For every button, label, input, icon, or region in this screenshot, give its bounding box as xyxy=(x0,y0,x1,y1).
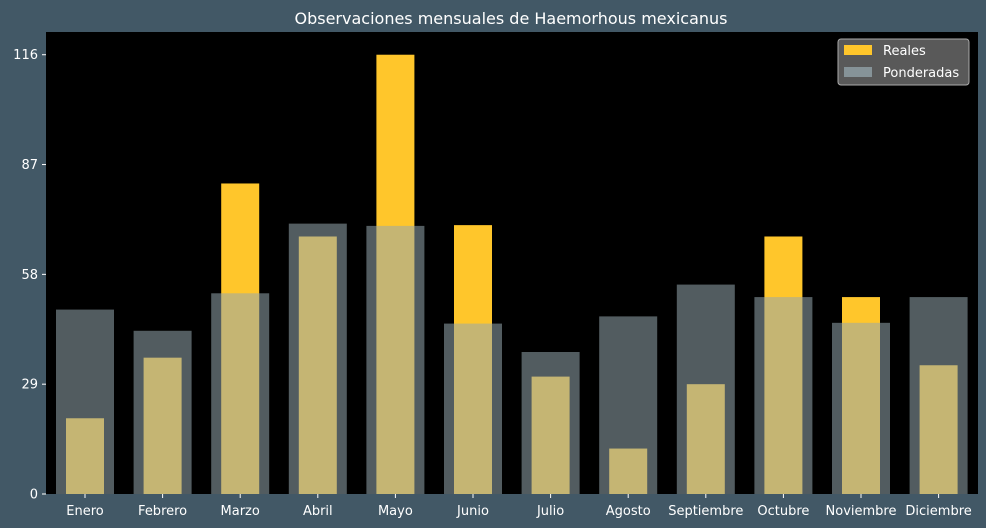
x-tick-label-junio: Junio xyxy=(456,504,489,519)
x-tick-label-febrero: Febrero xyxy=(138,504,187,519)
x-tick-label-diciembre: Diciembre xyxy=(905,504,971,519)
x-tick-label-julio: Julio xyxy=(536,504,564,519)
x-tick-label-noviembre: Noviembre xyxy=(826,504,897,519)
bar-ponderadas-julio xyxy=(521,351,580,494)
y-tick-label-0: 0 xyxy=(30,488,38,503)
bar-ponderadas-octubre xyxy=(754,297,813,494)
bar-ponderadas-abril xyxy=(288,223,347,494)
y-tick-label-58: 58 xyxy=(21,268,38,283)
bar-ponderadas-enero xyxy=(56,309,114,494)
legend-label-ponderadas: Ponderadas xyxy=(883,66,959,81)
x-tick-label-septiembre: Septiembre xyxy=(668,504,743,519)
x-tick-label-marzo: Marzo xyxy=(221,504,260,519)
x-tick-label-mayo: Mayo xyxy=(378,504,413,519)
legend: Reales Ponderadas xyxy=(837,38,970,86)
bar-ponderadas-febrero xyxy=(133,330,192,494)
bar-ponderadas-septiembre xyxy=(676,284,735,494)
axes-group: Enero Febrero Marzo Abril Mayo Junio Julio Agos… xyxy=(13,48,972,519)
legend-swatch-ponderadas xyxy=(844,67,872,77)
legend-swatch-reales xyxy=(844,45,872,55)
bar-ponderadas-agosto xyxy=(599,316,658,494)
legend-label-reales: Reales xyxy=(883,44,926,59)
x-tick-label-abril: Abril xyxy=(303,504,333,519)
bar-ponderadas-junio xyxy=(444,323,502,494)
bars-group xyxy=(56,54,968,494)
plot-area xyxy=(46,32,978,494)
y-tick-label-87: 87 xyxy=(21,158,38,173)
x-tick-label-agosto: Agosto xyxy=(606,504,651,519)
y-tick-label-29: 29 xyxy=(21,378,38,393)
bar-ponderadas-marzo xyxy=(211,293,270,494)
bar-ponderadas-mayo xyxy=(366,225,425,494)
bar-ponderadas-noviembre xyxy=(832,322,890,494)
y-tick-label-116: 116 xyxy=(13,48,38,63)
chart-title: Observaciones mensuales de Haemorhous me… xyxy=(295,9,728,28)
x-tick-label-enero: Enero xyxy=(66,504,104,519)
bar-ponderadas-diciembre xyxy=(909,297,968,494)
x-tick-label-octubre: Octubre xyxy=(757,504,809,519)
